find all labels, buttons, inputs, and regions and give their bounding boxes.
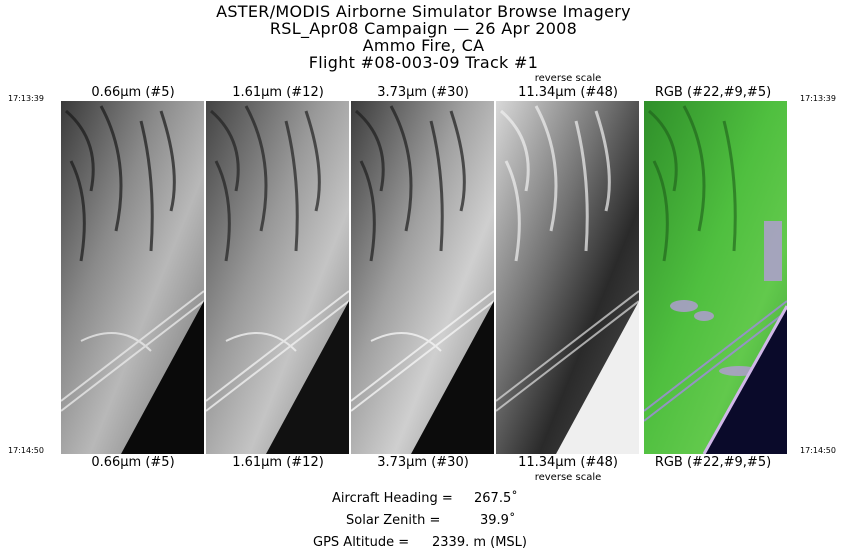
bottom-label-band-12: 1.61µm (#12)	[232, 455, 324, 470]
image-panel-band-5	[61, 101, 204, 454]
start-time-right: 17:13:39	[800, 94, 836, 103]
title-line-2: RSL_Apr08 Campaign — 26 Apr 2008	[269, 19, 578, 38]
bottom-label-band-48: 11.34µm (#48)	[518, 455, 618, 470]
aircraft-heading-value: 267.5˚	[474, 491, 518, 506]
title-line-1: ASTER/MODIS Airborne Simulator Browse Im…	[216, 2, 631, 21]
image-panel-rgb	[644, 101, 787, 454]
title-line-3: Ammo Fire, CA	[362, 36, 485, 55]
end-time-left: 17:14:50	[8, 446, 44, 455]
image-panel-band-48	[496, 101, 639, 454]
bottom-label-band-5: 0.66µm (#5)	[91, 455, 175, 470]
top-label-rgb: RGB (#22,#9,#5)	[654, 85, 772, 100]
start-time-left: 17:13:39	[8, 94, 44, 103]
solar-zenith-label: Solar Zenith =	[346, 513, 441, 528]
title-line-4: Flight #08-003-09 Track #1	[308, 53, 539, 72]
bottom-note-band-48: reverse scale	[534, 472, 602, 483]
gps-altitude-value: 2339. m (MSL)	[432, 535, 527, 550]
end-time-right: 17:14:50	[800, 446, 836, 455]
top-label-band-5: 0.66µm (#5)	[91, 85, 175, 100]
solar-zenith-value: 39.9˚	[480, 513, 516, 528]
top-label-band-48: 11.34µm (#48)	[518, 85, 618, 100]
image-panel-band-30	[351, 101, 494, 454]
top-label-band-30: 3.73µm (#30)	[377, 85, 469, 100]
bottom-label-band-30: 3.73µm (#30)	[377, 455, 469, 470]
image-panel-band-12	[206, 101, 349, 454]
gps-altitude-label: GPS Altitude =	[313, 535, 410, 550]
top-label-band-12: 1.61µm (#12)	[232, 85, 324, 100]
aircraft-heading-label: Aircraft Heading =	[332, 491, 453, 506]
top-note-band-48: reverse scale	[534, 73, 602, 84]
bottom-label-rgb: RGB (#22,#9,#5)	[654, 455, 772, 470]
